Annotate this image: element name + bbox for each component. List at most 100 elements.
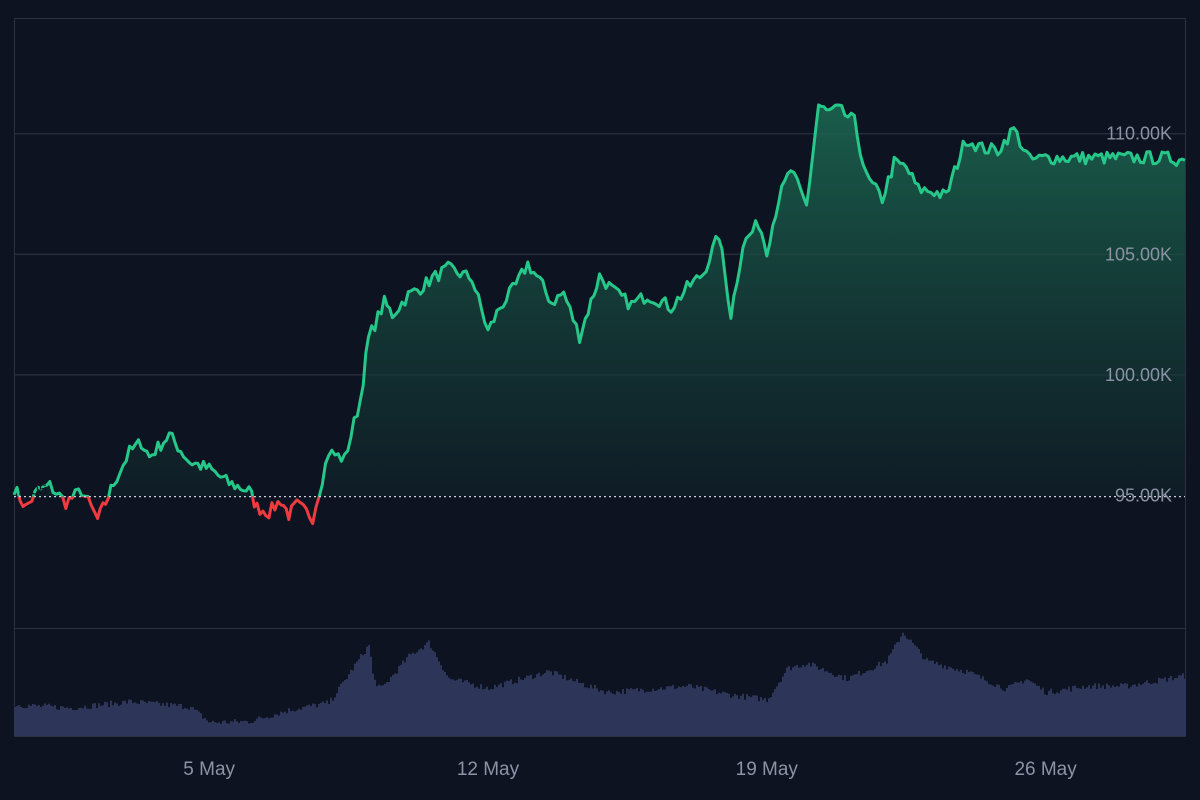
volume-bar [988, 684, 990, 736]
volume-bar [912, 643, 914, 736]
volume-bar [470, 684, 472, 736]
volume-bar [868, 670, 870, 736]
volume-bar [184, 708, 186, 736]
volume-bar [852, 675, 854, 736]
volume-bar [198, 711, 200, 736]
volume-bar [638, 691, 640, 736]
volume-bar [902, 632, 904, 736]
volume-bar [462, 682, 464, 736]
volume-bar [642, 689, 644, 736]
volume-bar [596, 688, 598, 736]
volume-bar [1156, 683, 1158, 736]
volume-bar [752, 695, 754, 736]
volume-bar [1072, 686, 1074, 736]
volume-bar [444, 672, 446, 736]
volume-bar [52, 706, 54, 736]
volume-bar [336, 693, 338, 736]
volume-bar [790, 670, 792, 736]
volume-bar [816, 666, 818, 736]
volume-bar [36, 706, 38, 736]
volume-bar [1098, 683, 1100, 736]
volume-bar [660, 687, 662, 736]
volume-bar [136, 703, 138, 736]
price-area-fill [14, 104, 1185, 497]
volume-bar [826, 671, 828, 736]
volume-bar [426, 642, 428, 736]
volume-bar [318, 703, 320, 736]
volume-bar [104, 701, 106, 736]
volume-bar [992, 685, 994, 736]
volume-bar [28, 704, 30, 736]
volume-bar [780, 681, 782, 736]
volume-bar [468, 682, 470, 736]
volume-bar [888, 655, 890, 736]
volume-bar [1090, 688, 1092, 736]
volume-bar [120, 704, 122, 736]
volume-bar [172, 704, 174, 736]
volume-bar [792, 667, 794, 736]
volume-bar [242, 721, 244, 736]
volume-bar [122, 700, 124, 736]
volume-bar [1172, 680, 1174, 736]
volume-bar [352, 670, 354, 736]
volume-bar [234, 719, 236, 736]
volume-bar [786, 667, 788, 736]
volume-bar [482, 689, 484, 736]
volume-bar [42, 705, 44, 736]
volume-bar [954, 670, 956, 736]
volume-bar [724, 692, 726, 736]
volume-bar [658, 689, 660, 736]
volume-bar [872, 670, 874, 736]
volume-bar [442, 670, 444, 736]
volume-bar [238, 722, 240, 736]
volume-bar [530, 674, 532, 736]
volume-bar [148, 701, 150, 736]
volume-bar [302, 706, 304, 736]
volume-bar [940, 664, 942, 736]
volume-bar [398, 666, 400, 736]
volume-bar [712, 690, 714, 736]
volume-bar [420, 648, 422, 736]
volume-bar [330, 697, 332, 736]
x-tick-label: 5 May [183, 759, 235, 780]
volume-bar [270, 717, 272, 736]
volume-bar [580, 683, 582, 736]
volume-bar [926, 658, 928, 736]
volume-bar [1014, 682, 1016, 736]
volume-bar [1018, 682, 1020, 736]
volume-bar [96, 708, 98, 736]
volume-bar [160, 705, 162, 736]
volume-bar [496, 687, 498, 736]
volume-bar [388, 681, 390, 736]
volume-bar [1086, 687, 1088, 736]
volume-bar [90, 708, 92, 736]
volume-bar [384, 683, 386, 736]
volume-bar [68, 708, 70, 736]
volume-bar [344, 680, 346, 736]
volume-bar [828, 672, 830, 736]
volume-bar [274, 714, 276, 736]
volume-bar [376, 686, 378, 736]
volume-bar [312, 703, 314, 736]
volume-bar [744, 699, 746, 736]
volume-bar [590, 684, 592, 736]
volume-bar [662, 689, 664, 736]
volume-bar [1080, 688, 1082, 736]
volume-bar [696, 685, 698, 736]
volume-bar [964, 674, 966, 736]
volume-bar [152, 701, 154, 736]
volume-bar [898, 641, 900, 736]
volume-bar [14, 707, 16, 736]
volume-bar [296, 710, 298, 736]
volume-bar [460, 678, 462, 736]
volume-bar [246, 721, 248, 736]
volume-bar [222, 720, 224, 736]
volume-bar [632, 689, 634, 736]
volume-bar [386, 682, 388, 736]
volume-bar [112, 705, 114, 736]
volume-bar [208, 722, 210, 736]
volume-bar [698, 686, 700, 736]
volume-bar [1152, 683, 1154, 736]
volume-bar [406, 657, 408, 736]
volume-bar [1054, 694, 1056, 736]
